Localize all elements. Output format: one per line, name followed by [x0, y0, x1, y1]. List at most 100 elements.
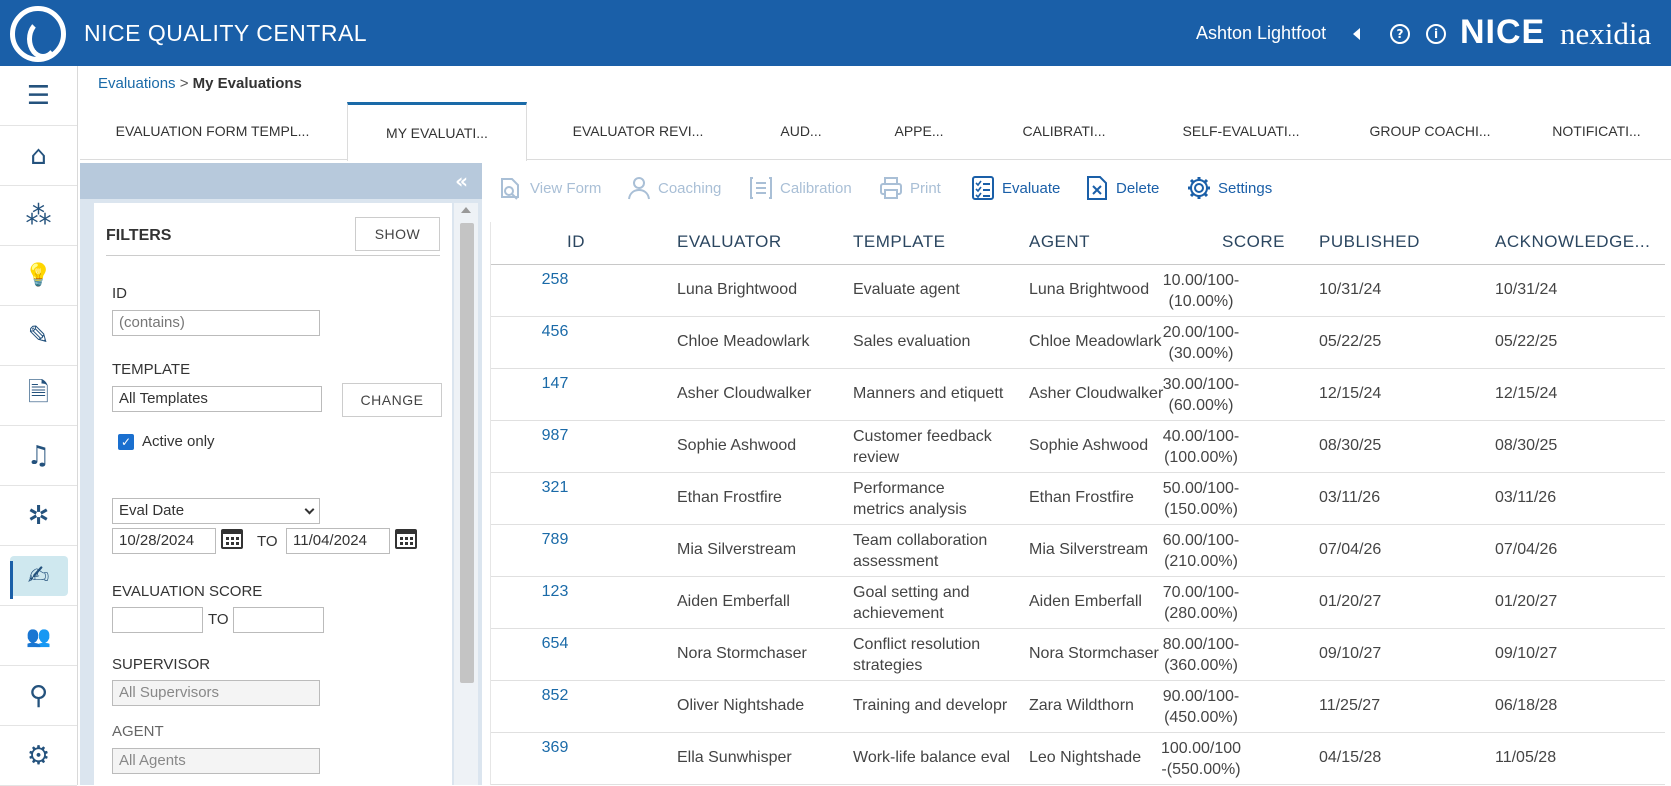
tab-calibration[interactable]: CALIBRATI... — [1022, 123, 1106, 139]
info-icon[interactable]: i — [1426, 24, 1446, 44]
column-header-score[interactable]: SCORE — [1222, 232, 1285, 251]
scroll-up-arrow-icon[interactable] — [461, 207, 471, 213]
date-field-select[interactable]: Eval Date — [112, 498, 320, 524]
evaluation-id-link[interactable]: 369 — [541, 739, 569, 756]
column-header-agent[interactable]: AGENT — [1029, 232, 1091, 251]
view-form-button[interactable]: View Form — [498, 173, 601, 203]
tab-appeals[interactable]: APPE... — [894, 123, 944, 139]
evaluations-icon: ✍ — [9, 555, 68, 596]
nav-evaluations[interactable]: ✍ — [0, 546, 77, 606]
evaluation-id-link[interactable]: 654 — [541, 635, 569, 652]
date-from-input[interactable]: 10/28/2024 — [112, 528, 216, 554]
calendar-icon[interactable] — [395, 529, 417, 549]
score-min-input[interactable] — [112, 607, 203, 633]
evaluation-id-link[interactable]: 123 — [541, 583, 569, 600]
tab-evaluator-review[interactable]: EVALUATOR REVI... — [572, 123, 704, 139]
score-max-input[interactable] — [233, 607, 324, 633]
tab-evaluation-form-templates[interactable]: EVALUATION FORM TEMPL... — [115, 123, 310, 139]
collapse-panel-icon[interactable]: « — [455, 169, 468, 193]
evaluation-id-link[interactable]: 852 — [541, 687, 569, 704]
evaluator-cell: Luna Brightwood — [677, 281, 798, 298]
show-filters-button[interactable]: SHOW — [355, 217, 440, 251]
template-line-1: Performance — [853, 480, 945, 497]
calibration-button[interactable]: Calibration — [748, 173, 852, 203]
nav-interactions[interactable]: ✲ — [0, 486, 77, 546]
column-header-published[interactable]: PUBLISHED — [1319, 232, 1420, 251]
tab-audit[interactable]: AUD... — [780, 123, 822, 139]
nav-home[interactable]: ⌂ — [0, 126, 77, 186]
table-row[interactable]: 147 Asher Cloudwalker Manners and etiquett… — [491, 369, 1665, 421]
header-divider — [491, 264, 1665, 265]
evaluation-score-label: EVALUATION SCORE — [112, 583, 263, 600]
evaluator-cell: Sophie Ashwood — [677, 437, 797, 454]
nav-coaching[interactable]: 👥 — [0, 606, 77, 666]
tab-self-evaluation[interactable]: SELF-EVALUATI... — [1182, 123, 1300, 139]
acknowledged-date-cell: 07/04/26 — [1495, 541, 1558, 558]
table-row[interactable]: 258 Luna Brightwood Evaluate agent Luna Bri… — [491, 265, 1665, 317]
calendar-icon[interactable] — [221, 529, 243, 549]
user-menu[interactable]: Ashton Lightfoot — [1196, 23, 1327, 43]
evaluation-id-link[interactable]: 147 — [541, 375, 569, 392]
score-value: 60.00/100- — [1162, 532, 1240, 549]
help-icon[interactable]: ? — [1390, 24, 1410, 44]
evaluator-cell: Ella Sunwhisper — [677, 749, 792, 766]
evaluate-button[interactable]: Evaluate — [970, 173, 1060, 203]
document-search-icon: 🗎 — [28, 377, 49, 408]
evaluation-id-link[interactable]: 789 — [541, 531, 569, 548]
table-row[interactable]: 369 Ella Sunwhisper Work-life balance eval… — [491, 733, 1665, 785]
evaluator-cell: Nora Stormchaser — [677, 645, 807, 662]
nav-user-settings[interactable]: ⚙ — [0, 726, 77, 786]
acknowledged-date-cell: 01/20/27 — [1495, 593, 1558, 610]
supervisor-filter-input[interactable]: All Supervisors — [112, 680, 320, 706]
table-row[interactable]: 654 Nora Stormchaser Conflict resolution st… — [491, 629, 1665, 681]
active-only-checkbox[interactable]: ✓ — [118, 434, 134, 450]
nav-forms[interactable]: ✎ — [0, 306, 77, 366]
column-header-template[interactable]: TEMPLATE — [853, 232, 946, 251]
tab-group-coaching[interactable]: GROUP COACHI... — [1369, 123, 1491, 139]
column-header-evaluator[interactable]: EVALUATOR — [677, 232, 782, 251]
user-menu-caret-icon[interactable] — [1353, 28, 1360, 40]
playlist-icon: ♫ — [26, 440, 51, 471]
evaluation-id-link[interactable]: 258 — [541, 271, 569, 288]
table-row[interactable]: 987 Sophie Ashwood Customer feedback review… — [491, 421, 1665, 473]
settings-button[interactable]: Settings — [1186, 173, 1272, 203]
change-template-button[interactable]: CHANGE — [342, 383, 442, 417]
filter-scrollbar[interactable] — [454, 203, 478, 785]
table-row[interactable]: 321 Ethan Frostfire Performance metrics ana… — [491, 473, 1665, 525]
table-row[interactable]: 852 Oliver Nightshade Training and develop… — [491, 681, 1665, 733]
nav-documents[interactable]: 🗎 — [0, 366, 77, 426]
nav-playlist[interactable]: ♫ — [0, 426, 77, 486]
evaluation-id-link[interactable]: 321 — [541, 479, 569, 496]
date-field-value: Eval Date — [119, 502, 185, 519]
delete-button[interactable]: Delete — [1084, 173, 1159, 203]
template-filter-input[interactable]: All Templates — [112, 386, 322, 412]
view-form-label: View Form — [530, 179, 602, 197]
lightbulb-icon: 💡 — [24, 263, 53, 288]
nav-search[interactable]: ⚲ — [0, 666, 77, 726]
table-row[interactable]: 123 Aiden Emberfall Goal setting and achiev… — [491, 577, 1665, 629]
score-cell: 100.00/100 -(550.00%) — [1146, 738, 1256, 780]
table-row[interactable]: 456 Chloe Meadowlark Sales evaluation Chloe… — [491, 317, 1665, 369]
breadcrumb-evaluations-link[interactable]: Evaluations — [98, 75, 176, 92]
published-date-cell: 07/04/26 — [1319, 541, 1382, 558]
score-cell: 80.00/100- (360.00%) — [1146, 634, 1256, 676]
tab-notifications[interactable]: NOTIFICATI... — [1552, 123, 1641, 139]
column-header-id[interactable]: ID — [567, 232, 585, 251]
nav-insights[interactable]: 💡 — [0, 246, 77, 306]
tab-my-evaluations[interactable]: MY EVALUATI... — [347, 102, 527, 161]
print-button[interactable]: Print — [878, 173, 941, 203]
table-row[interactable]: 789 Mia Silverstream Team collaboration ass… — [491, 525, 1665, 577]
id-filter-input[interactable]: (contains) — [112, 310, 320, 336]
score-percent: (210.00%) — [1164, 553, 1238, 570]
nav-network[interactable]: ⁂ — [0, 186, 77, 246]
scrollbar-thumb[interactable] — [460, 223, 474, 683]
evaluation-id-link[interactable]: 987 — [541, 427, 569, 444]
evaluation-id-link[interactable]: 456 — [541, 323, 569, 340]
date-to-input[interactable]: 11/04/2024 — [286, 528, 390, 554]
coaching-button[interactable]: Coaching — [626, 173, 721, 203]
template-cell: Goal setting and achievement — [853, 582, 1023, 624]
nav-menu[interactable]: ☰ — [0, 66, 77, 126]
app-logo-icon[interactable] — [10, 6, 66, 62]
column-header-acknowledged[interactable]: ACKNOWLEDGE... — [1495, 232, 1651, 251]
agent-filter-input[interactable]: All Agents — [112, 748, 320, 774]
